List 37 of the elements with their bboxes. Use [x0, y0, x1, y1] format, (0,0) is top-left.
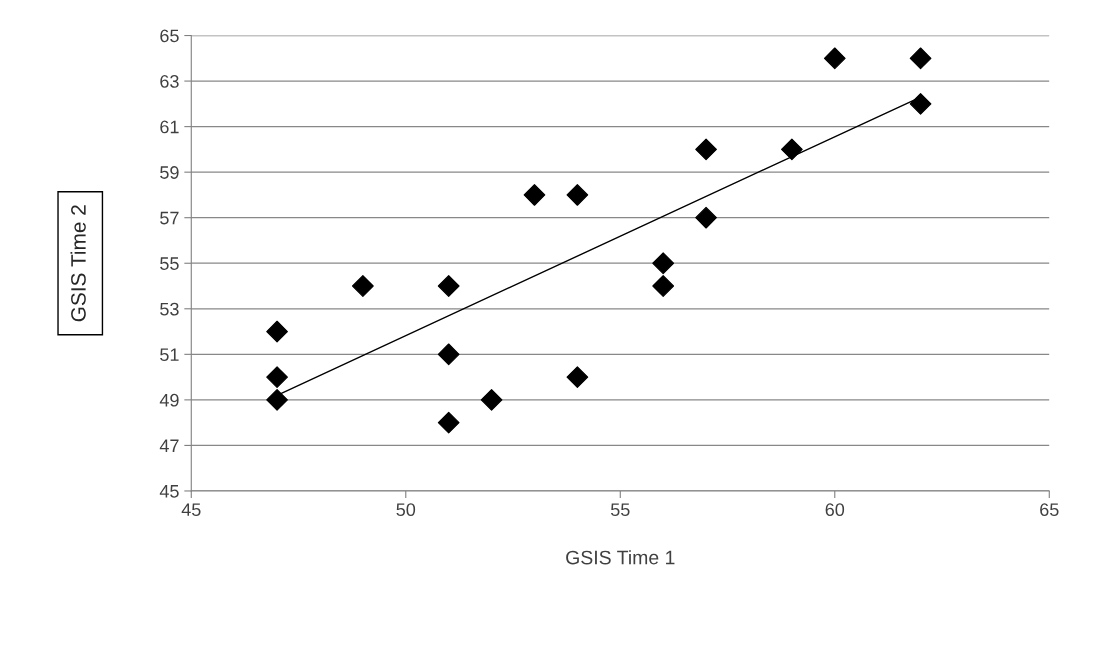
- point: [523, 184, 546, 206]
- y-tick-label: 65: [160, 29, 179, 43]
- x-tick-label: 65: [1040, 503, 1059, 517]
- point: [351, 275, 374, 297]
- x-tick-label: 60: [825, 503, 845, 517]
- point: [437, 275, 460, 297]
- point: [823, 47, 846, 70]
- y-tick-label: 49: [159, 393, 179, 407]
- y-tick-label: 57: [160, 211, 179, 225]
- y-tick-label: 59: [160, 166, 179, 179]
- point: [652, 252, 675, 275]
- y-tick-label: 53: [160, 302, 179, 316]
- y-tick-label: 45: [159, 485, 179, 498]
- point: [695, 138, 717, 161]
- point: [480, 388, 503, 411]
- point: [266, 366, 288, 388]
- y-tick-label: 47: [159, 439, 179, 452]
- point: [266, 320, 288, 343]
- point: [909, 92, 932, 115]
- point: [437, 411, 460, 434]
- point: [437, 343, 460, 366]
- point: [266, 388, 288, 411]
- x-tick-label: 45: [181, 503, 201, 517]
- x-axis-title: GSIS Time 1: [566, 550, 675, 565]
- point: [652, 275, 675, 297]
- x-tick-label: 50: [396, 503, 416, 517]
- x-tick-label: 55: [610, 503, 630, 517]
- point: [566, 366, 589, 388]
- point: [780, 138, 803, 161]
- y-tick-label: 51: [160, 348, 179, 362]
- y-tick-label: 61: [160, 120, 179, 134]
- point: [909, 47, 932, 70]
- y-tick-label: 63: [160, 75, 179, 88]
- point: [695, 206, 717, 229]
- y-axis-title: GSIS Time 2: [70, 205, 86, 322]
- point: [566, 184, 589, 206]
- y-tick-label: 55: [160, 257, 179, 270]
